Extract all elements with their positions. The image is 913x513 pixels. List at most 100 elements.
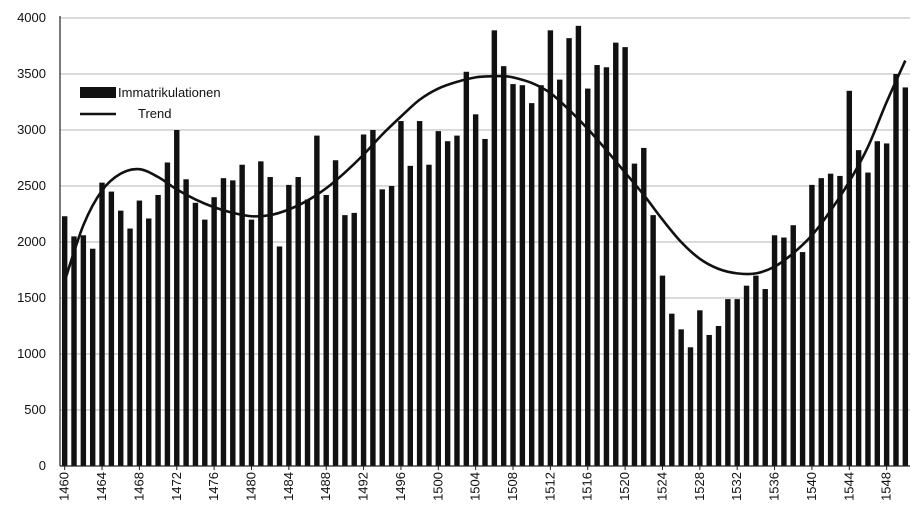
bar [454, 135, 460, 466]
bar [603, 67, 610, 466]
bar [575, 25, 582, 467]
x-tick-label: 1476 [206, 472, 221, 501]
bar [715, 326, 722, 466]
bar [444, 141, 451, 466]
bar [528, 103, 535, 467]
y-tick-label: 2500 [17, 178, 46, 193]
y-tick-label: 4000 [17, 10, 46, 25]
bar [641, 147, 647, 467]
x-tick-label: 1544 [841, 472, 856, 501]
bar [659, 275, 666, 466]
bar [174, 130, 180, 466]
bar [108, 191, 115, 466]
bar [463, 71, 470, 466]
bars [61, 25, 909, 467]
bar [314, 135, 320, 466]
y-tick-label: 3000 [17, 122, 46, 137]
bar [248, 219, 255, 466]
bar [865, 172, 871, 466]
bar [725, 299, 731, 466]
bar [118, 210, 124, 466]
x-tick-label: 1532 [729, 472, 744, 501]
trend-line [63, 60, 907, 282]
bar [258, 161, 264, 467]
bar [734, 299, 740, 466]
bar [893, 74, 899, 466]
bar [230, 180, 236, 466]
bar [781, 237, 787, 466]
x-tick-label: 1468 [131, 472, 146, 501]
bar [155, 194, 161, 466]
x-tick-label: 1464 [94, 472, 109, 501]
bar [557, 79, 563, 466]
bar [594, 65, 600, 466]
bar [874, 141, 881, 466]
x-tick-label: 1488 [318, 472, 333, 501]
bar [883, 143, 890, 466]
x-tick-label: 1548 [879, 472, 894, 501]
x-tick-label: 1496 [393, 472, 408, 501]
legend-bar-label: Immatrikulationen [118, 85, 221, 100]
bar [435, 131, 442, 466]
y-tick-label: 1500 [17, 290, 46, 305]
bar [61, 216, 68, 466]
bar [482, 138, 488, 466]
bar [697, 310, 703, 466]
bar [902, 87, 909, 466]
bar [239, 164, 245, 466]
bar [379, 189, 385, 467]
bar [220, 178, 227, 466]
bar [687, 347, 694, 466]
x-tick-label: 1472 [169, 472, 184, 501]
y-tick-label: 3500 [17, 66, 46, 81]
bar [743, 285, 750, 466]
bar [164, 162, 171, 467]
bar [304, 199, 311, 466]
bar [818, 178, 824, 466]
bar [398, 121, 404, 466]
bar [809, 184, 815, 466]
legend: Immatrikulationen Trend [80, 85, 221, 121]
bar [323, 194, 329, 466]
bar [827, 173, 834, 466]
x-tick-label: 1500 [430, 472, 445, 501]
bar [295, 177, 301, 467]
bar [351, 212, 357, 466]
x-tick-label: 1512 [542, 472, 557, 501]
x-tick-label: 1480 [243, 472, 258, 501]
bar [837, 175, 843, 467]
bar [202, 219, 208, 466]
bar [547, 30, 554, 466]
x-tick-label: 1520 [617, 472, 632, 501]
x-tick-label: 1492 [356, 472, 371, 501]
bar [370, 130, 376, 466]
x-tick-label: 1528 [692, 472, 707, 501]
bar [669, 313, 675, 466]
bar [613, 42, 619, 466]
x-tick-label: 1524 [654, 472, 669, 501]
bar [519, 85, 526, 466]
bar [192, 202, 199, 467]
bar [211, 197, 217, 466]
x-tick-label: 1508 [505, 472, 520, 501]
bar [183, 179, 189, 466]
bar [855, 150, 862, 466]
bar [790, 225, 796, 466]
y-tick-label: 500 [24, 402, 46, 417]
bar [80, 235, 87, 466]
bar [136, 200, 143, 466]
bar [276, 246, 283, 466]
bar [426, 164, 432, 466]
x-tick-label: 1504 [468, 472, 483, 501]
bar [631, 163, 638, 466]
bar [566, 38, 572, 466]
bar [678, 329, 684, 466]
bar [650, 215, 656, 466]
x-tick-label: 1540 [804, 472, 819, 501]
axes: 0 500 1000 1500 2000 2500 3000 3500 4000 1460 1464… [17, 10, 910, 501]
bar [286, 184, 292, 466]
y-tick-label: 2000 [17, 234, 46, 249]
legend-line-label: Trend [138, 106, 171, 121]
